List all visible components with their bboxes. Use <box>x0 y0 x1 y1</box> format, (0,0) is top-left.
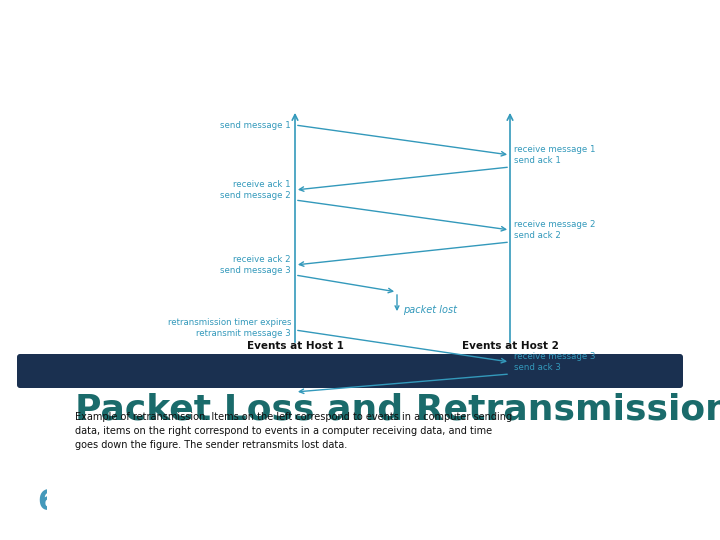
Text: packet lost: packet lost <box>403 305 457 315</box>
Text: Events at Host 2: Events at Host 2 <box>462 341 559 351</box>
Text: receive message 1
send ack 1: receive message 1 send ack 1 <box>514 145 595 165</box>
Text: Events at Host 1: Events at Host 1 <box>246 341 343 351</box>
FancyBboxPatch shape <box>17 354 683 388</box>
Text: receive message 2
send ack 2: receive message 2 send ack 2 <box>514 220 595 240</box>
Text: receive message 3
send ack 3: receive message 3 send ack 3 <box>514 352 595 372</box>
Text: Example of retransmission. Items on the left correspond to events in a computer : Example of retransmission. Items on the … <box>75 412 512 450</box>
Text: Packet Loss and Retransmission: Packet Loss and Retransmission <box>75 393 720 427</box>
Text: 6: 6 <box>37 488 56 516</box>
Text: receive ack 1
send message 2: receive ack 1 send message 2 <box>220 180 291 200</box>
FancyBboxPatch shape <box>47 22 713 518</box>
Text: retransmission timer expires
retransmit message 3: retransmission timer expires retransmit … <box>168 318 291 338</box>
Text: send message 1: send message 1 <box>220 120 291 130</box>
Text: receive ack 2
send message 3: receive ack 2 send message 3 <box>220 255 291 275</box>
Bar <box>20 357 680 385</box>
